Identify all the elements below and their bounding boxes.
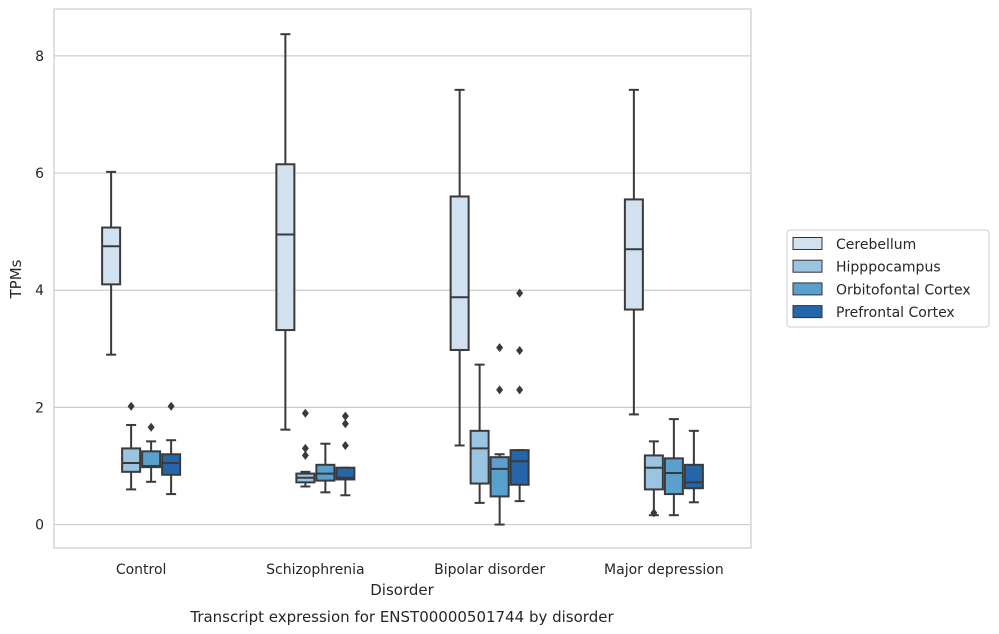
box (469, 429, 490, 485)
box (489, 456, 510, 498)
outlier-point (167, 401, 175, 411)
series-hipppocampus (121, 363, 664, 518)
legend-label: Prefrontal Cortex (836, 305, 955, 321)
outlier-point (516, 385, 524, 395)
box (449, 195, 470, 351)
plot-frame (53, 8, 752, 549)
legend: Cerebellum Hipppocampus Orbitofontal Corte… (786, 229, 990, 328)
outlier-point (516, 346, 524, 356)
box (509, 449, 530, 486)
box (643, 454, 664, 491)
outlier-point (496, 343, 504, 353)
box (663, 457, 684, 496)
outlier-point (650, 508, 658, 518)
box (335, 466, 356, 481)
outlier-point (301, 450, 309, 460)
series-cerebellum (101, 33, 644, 447)
box-series (101, 33, 704, 526)
box (161, 453, 182, 476)
y-tick-label: 8 (35, 49, 44, 65)
x-tick-label: Major depression (604, 562, 724, 578)
outlier-point (301, 443, 309, 453)
y-tick-label: 4 (35, 283, 44, 299)
legend-label: Hipppocampus (836, 260, 941, 276)
outlier-point (301, 408, 309, 418)
legend-swatch (792, 282, 823, 296)
y-tick-label: 2 (35, 400, 44, 416)
x-tick-label: Control (116, 562, 167, 578)
outlier-point (341, 419, 349, 429)
series-orbitofontal-cortex (141, 343, 684, 526)
box (101, 226, 122, 286)
legend-label: Orbitofontal Cortex (836, 282, 971, 298)
outlier-point (127, 401, 135, 411)
x-axis-label: Disorder (370, 581, 434, 599)
outlier-point (341, 440, 349, 450)
box (623, 198, 644, 311)
x-axis-ticks: Control Schizophrenia Bipolar disorder Majo… (116, 562, 724, 578)
outlier-point (147, 422, 155, 432)
box (121, 447, 142, 473)
y-tick-label: 0 (35, 518, 44, 534)
legend-swatch (792, 305, 823, 319)
y-tick-label: 6 (35, 166, 44, 182)
chart-caption: Transcript expression for ENST0000050174… (189, 608, 614, 626)
legend-label: Cerebellum (836, 237, 916, 253)
x-tick-label: Bipolar disorder (434, 562, 545, 578)
series-prefrontal-cortex (161, 288, 704, 504)
outlier-point (516, 288, 524, 298)
y-axis-label: TPMs (7, 259, 25, 299)
outlier-point (496, 385, 504, 395)
box (141, 450, 162, 469)
x-tick-label: Schizophrenia (266, 562, 364, 578)
legend-frame (786, 229, 990, 328)
legend-swatch (792, 237, 823, 250)
y-axis-ticks: 0 2 4 6 8 (35, 49, 44, 534)
box (683, 463, 704, 490)
legend-swatch (792, 259, 823, 273)
box (275, 163, 296, 332)
outlier-point (341, 411, 349, 421)
